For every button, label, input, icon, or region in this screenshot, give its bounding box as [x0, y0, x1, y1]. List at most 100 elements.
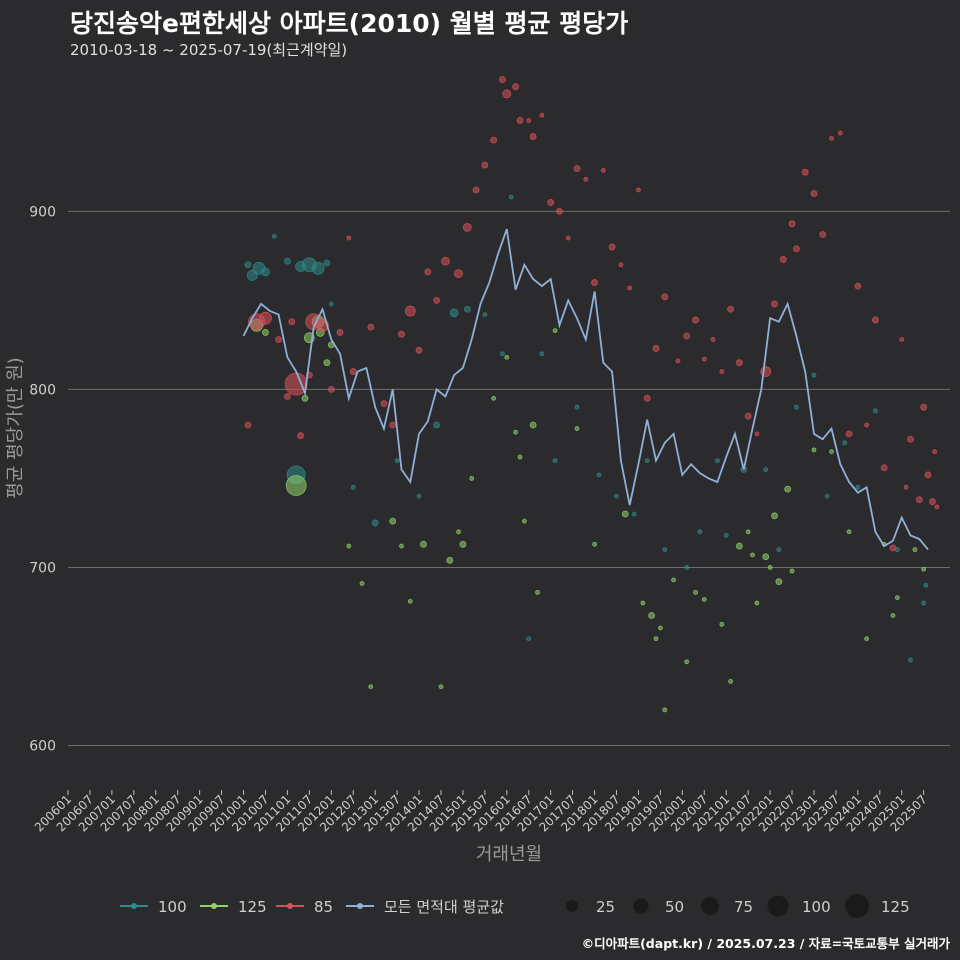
point-100 [539, 351, 545, 357]
point-85 [600, 167, 606, 173]
x-axis-title: 거래년월 [476, 844, 542, 865]
point-125 [653, 636, 659, 642]
point-85 [583, 176, 589, 182]
point-85 [899, 337, 905, 342]
point-85 [661, 293, 669, 301]
legend-size-label: 100 [802, 898, 831, 916]
point-85 [793, 245, 800, 253]
point-125 [754, 600, 760, 606]
point-85 [284, 393, 291, 400]
average-line [242, 228, 929, 551]
point-85 [692, 316, 699, 324]
point-100 [574, 404, 580, 410]
point-85 [618, 262, 624, 268]
point-85 [244, 421, 252, 429]
point-85 [920, 403, 928, 411]
point-85 [349, 368, 357, 375]
legend-label: 85 [314, 898, 333, 916]
point-100 [923, 582, 929, 588]
legend-label: 100 [158, 898, 187, 916]
point-100 [552, 458, 558, 464]
point-125 [784, 485, 792, 493]
point-85 [440, 256, 450, 266]
point-85 [710, 337, 716, 342]
point-125 [671, 577, 676, 583]
point-85 [389, 421, 397, 429]
point-85 [398, 330, 405, 338]
point-85 [627, 285, 633, 291]
point-125 [684, 659, 690, 665]
point-85 [744, 412, 752, 420]
point-125 [491, 395, 497, 401]
legend-size-label: 25 [596, 898, 615, 916]
point-85 [573, 165, 581, 173]
point-100 [284, 257, 291, 265]
legend-size-label: 125 [881, 898, 910, 916]
point-100 [763, 467, 769, 472]
point-125 [301, 394, 309, 402]
point-85 [288, 318, 296, 326]
point-100 [328, 301, 334, 307]
point-85 [297, 432, 304, 440]
point-125 [662, 707, 668, 713]
point-85 [259, 311, 272, 325]
point-85 [499, 76, 506, 83]
point-100 [482, 312, 488, 318]
point-100 [449, 308, 459, 318]
point-100 [463, 305, 471, 313]
point-125 [513, 429, 518, 435]
point-125 [811, 447, 817, 453]
point-125 [864, 636, 870, 642]
point-85 [837, 130, 843, 136]
x-axis-ticks: 2006012006072007012007072008012008072009… [32, 790, 930, 835]
point-125 [285, 475, 307, 496]
point-100 [644, 458, 650, 464]
scatter-points [244, 76, 940, 713]
point-85 [516, 117, 524, 124]
point-85 [327, 385, 335, 393]
point-85 [701, 356, 707, 362]
point-85 [907, 435, 914, 443]
point-125 [912, 547, 918, 553]
point-125 [456, 529, 461, 535]
point-125 [640, 600, 646, 606]
point-100 [684, 565, 690, 570]
point-85 [472, 186, 480, 194]
point-100 [662, 547, 668, 553]
point-85 [854, 282, 862, 290]
point-100 [776, 547, 782, 553]
point-85 [829, 135, 834, 141]
point-85 [675, 358, 681, 364]
point-100 [350, 484, 356, 490]
point-125 [346, 543, 352, 549]
point-85 [539, 112, 545, 118]
point-125 [517, 454, 523, 460]
point-125 [719, 622, 725, 627]
point-85 [346, 235, 352, 241]
point-100 [855, 484, 861, 490]
point-85 [864, 422, 870, 428]
point-85 [526, 118, 532, 123]
point-85 [845, 430, 853, 438]
y-axis-ticks: 600 700 800 900 [29, 204, 56, 754]
point-85 [608, 243, 616, 251]
point-100 [614, 493, 619, 499]
point-85 [754, 431, 760, 437]
legend-size-circle [566, 900, 578, 912]
point-85 [433, 296, 440, 304]
legend-size-circle [633, 898, 649, 914]
point-125 [459, 540, 467, 548]
point-85 [683, 332, 691, 340]
point-100 [908, 657, 913, 663]
point-100 [794, 404, 799, 410]
point-100 [244, 261, 252, 269]
point-85 [810, 190, 818, 197]
point-85 [547, 199, 555, 206]
point-125 [693, 589, 698, 595]
point-125 [529, 421, 537, 429]
point-85 [934, 504, 940, 510]
point-85 [719, 369, 725, 374]
point-125 [407, 598, 413, 604]
point-100 [371, 519, 379, 527]
point-100 [433, 421, 440, 429]
